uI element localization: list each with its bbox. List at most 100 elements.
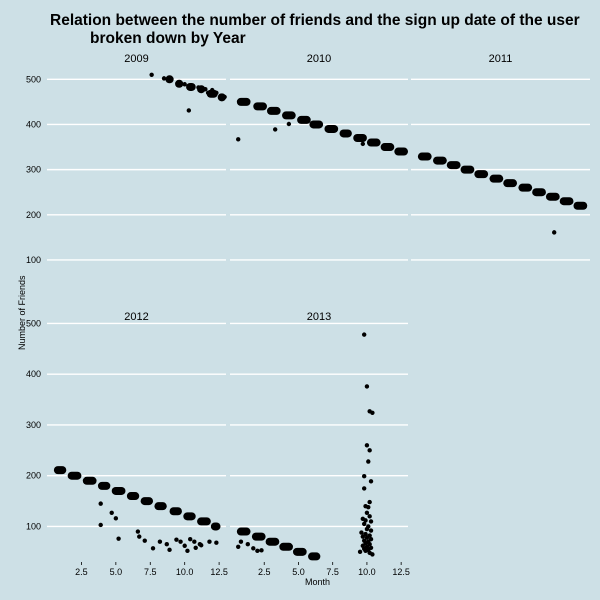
point-cluster xyxy=(292,547,307,556)
data-point xyxy=(368,519,374,524)
point-cluster xyxy=(380,143,395,152)
y-tick-label: 300 xyxy=(26,165,41,175)
facet-label: 2012 xyxy=(124,311,148,323)
data-point xyxy=(363,518,368,523)
x-tick-label: 5.0 xyxy=(292,567,305,577)
data-point xyxy=(174,537,179,542)
point-cluster xyxy=(169,507,182,516)
point-cluster xyxy=(366,138,381,147)
y-tick-label: 400 xyxy=(26,369,41,379)
point-cluster xyxy=(266,106,281,115)
point-cluster xyxy=(489,174,504,183)
data-point xyxy=(245,542,250,547)
point-cluster xyxy=(308,552,321,561)
data-point xyxy=(113,516,119,521)
point-cluster xyxy=(97,481,111,490)
x-tick-label: 7.5 xyxy=(144,567,157,577)
data-point xyxy=(368,528,374,533)
data-point xyxy=(214,90,219,96)
data-point xyxy=(364,535,370,540)
data-point xyxy=(168,77,174,82)
data-point xyxy=(368,479,374,484)
point-cluster xyxy=(154,502,167,511)
data-point xyxy=(150,546,156,551)
x-tick-label: 2.5 xyxy=(75,567,88,577)
y-axis-label: Number of Friends xyxy=(17,275,27,350)
data-point xyxy=(360,141,366,147)
data-point xyxy=(272,127,278,132)
data-point xyxy=(251,546,256,551)
data-point xyxy=(142,538,147,543)
data-point xyxy=(167,547,172,553)
data-point xyxy=(361,474,367,479)
data-point xyxy=(188,536,193,542)
data-point xyxy=(552,230,557,235)
data-point xyxy=(363,548,368,554)
data-point xyxy=(367,448,372,453)
data-point xyxy=(210,87,215,93)
data-point xyxy=(286,121,292,127)
point-cluster xyxy=(339,129,352,138)
y-tick-label: 500 xyxy=(26,318,41,328)
point-cluster xyxy=(126,492,140,501)
point-cluster xyxy=(309,120,324,129)
facet-label: 2009 xyxy=(124,53,148,65)
data-point xyxy=(236,544,241,549)
data-point xyxy=(364,443,370,448)
point-cluster xyxy=(545,192,560,201)
data-point xyxy=(176,80,182,85)
data-point xyxy=(196,85,201,90)
data-point xyxy=(367,514,372,519)
data-point xyxy=(366,459,371,464)
point-cluster xyxy=(140,497,154,506)
data-point xyxy=(222,94,227,100)
point-cluster xyxy=(53,466,67,475)
y-tick-label: 300 xyxy=(26,420,41,430)
data-point xyxy=(364,384,370,389)
data-point xyxy=(109,510,114,515)
point-cluster xyxy=(559,197,574,206)
data-point xyxy=(98,501,103,506)
data-point xyxy=(259,548,264,553)
data-point xyxy=(361,521,367,527)
data-point xyxy=(164,542,169,547)
data-point xyxy=(360,534,366,539)
point-cluster xyxy=(353,134,367,142)
point-cluster xyxy=(503,179,518,188)
data-point xyxy=(186,108,192,113)
data-point xyxy=(98,522,103,528)
data-point xyxy=(185,548,190,554)
point-cluster xyxy=(210,522,221,531)
point-cluster xyxy=(236,97,251,106)
data-point xyxy=(255,548,260,554)
point-cluster xyxy=(573,201,588,210)
data-point xyxy=(192,539,197,544)
point-cluster xyxy=(417,152,432,161)
point-cluster xyxy=(394,147,408,156)
data-point xyxy=(161,76,167,81)
data-point xyxy=(361,332,367,337)
data-point xyxy=(361,486,367,491)
point-cluster xyxy=(518,183,533,192)
point-cluster xyxy=(282,111,296,120)
data-point xyxy=(116,536,121,541)
data-point xyxy=(366,504,371,510)
point-cluster xyxy=(460,165,475,174)
data-point xyxy=(214,540,219,545)
point-cluster xyxy=(251,532,266,541)
data-point xyxy=(182,82,187,87)
data-point xyxy=(364,526,370,532)
data-point xyxy=(199,543,204,548)
data-point xyxy=(157,539,163,544)
y-tick-label: 400 xyxy=(26,119,41,129)
point-cluster xyxy=(253,102,267,111)
point-cluster xyxy=(265,537,280,546)
y-tick-label: 100 xyxy=(26,521,41,531)
data-point xyxy=(357,549,363,555)
data-point xyxy=(359,530,364,535)
x-tick-label: 12.5 xyxy=(210,567,228,577)
point-cluster xyxy=(67,471,82,480)
point-cluster xyxy=(433,156,447,165)
